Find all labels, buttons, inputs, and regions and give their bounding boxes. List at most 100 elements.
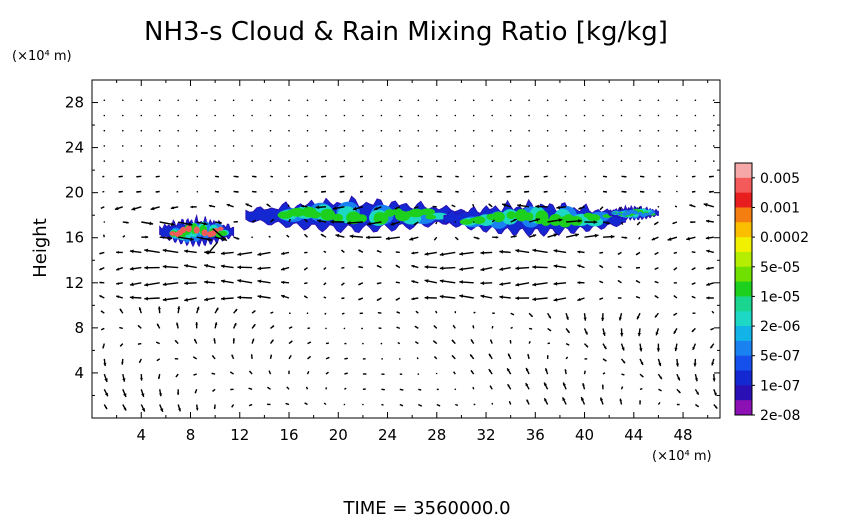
wind-vector [232,338,235,344]
wind-vector [515,282,530,287]
wind-vector [116,282,123,285]
wind-vector [506,190,511,193]
wind-vector [439,294,456,299]
wind-vector-dot [158,114,161,117]
wind-vector [507,353,512,360]
wind-vector [583,313,587,321]
wind-vector-dot [472,129,475,132]
wind-vector [207,241,219,255]
cloud-cell [643,212,649,216]
wind-vector [214,322,218,329]
x-tick-label: 12 [230,426,249,444]
wind-vector-dot [694,99,697,102]
x-tick-label: 40 [575,426,594,444]
wind-vector-dot [232,160,235,162]
wind-vector-dot [195,129,198,132]
wind-vector [251,323,256,329]
x-tick-label: 24 [378,426,397,444]
wind-vector [675,358,680,367]
wind-vector [99,281,105,284]
wind-vector [547,233,558,238]
wind-vector [352,206,364,211]
colorbar-swatch [735,385,752,401]
wind-vector [436,388,439,391]
wind-vector [424,295,437,300]
wind-vector-dot [620,114,623,117]
colorbar: 0.005 0.001 0.0002 5e-05 1e-05 2e-06 5e-07 1e-0… [734,162,809,424]
wind-vector [397,341,401,345]
wind-vector [639,373,644,378]
wind-vector [229,371,234,375]
wind-vector [257,279,271,284]
wind-vector [193,338,198,344]
wind-vector [692,343,697,351]
wind-vector [102,190,105,193]
wind-vector [451,339,456,345]
wind-vector [532,282,548,287]
colorbar-label: 2e-08 [760,408,800,424]
wind-vector [599,251,604,254]
wind-vector [473,236,480,240]
wind-vector [395,251,400,254]
wind-vector [411,264,419,269]
cloud-cell [180,226,187,233]
wind-vector [553,264,567,269]
wind-vector-dot [140,99,143,102]
wind-vector [136,190,142,193]
cloud-cell [523,212,534,221]
wind-vector-dot [362,403,364,406]
cloud-cell [392,208,403,216]
wind-vector [418,175,423,178]
wind-vector [399,175,403,178]
wind-vector [439,266,456,271]
wind-vector [713,389,717,396]
wind-vector [691,175,696,178]
wind-vector [115,266,124,271]
wind-vector [676,388,681,394]
wind-vector-dot [103,221,106,223]
x-tick-label: 36 [526,426,545,444]
wind-vector [488,368,493,375]
wind-vector [415,310,419,314]
wind-vector [636,312,641,320]
wind-vector-dot [195,160,198,162]
wind-vector [196,175,199,178]
wind-vector [288,340,293,345]
wind-vector-dot [103,99,106,102]
colorbar-swatch [735,355,752,372]
wind-vector [489,385,493,390]
wind-vector [248,387,253,390]
cloud-cell [460,220,470,224]
wind-vector [638,236,641,240]
wind-vector [399,403,404,407]
wind-vector [116,295,123,299]
wind-vector [515,248,530,254]
wind-vector [399,388,404,391]
wind-vector [601,384,604,390]
wind-vector [323,296,327,299]
wind-vector [306,371,310,375]
wind-vector [122,221,129,224]
wind-vector [395,297,401,301]
wind-vector [195,404,199,411]
wind-vector-dot [380,99,383,102]
wind-vector [637,328,641,337]
wind-vector-dot [140,160,143,162]
wind-vector-dot [676,175,678,178]
wind-vector-dot [195,114,198,117]
wind-vector [367,221,382,226]
wind-vector [459,294,474,299]
wind-vector [617,251,622,256]
cloud-cell [169,231,176,236]
wind-vector [267,386,271,390]
wind-vector-dot [546,160,549,162]
y-tick-label: 20 [65,184,84,202]
wind-vector [266,203,271,208]
wind-vector [118,175,123,178]
wind-vector [162,282,179,287]
wind-vector-dot [602,129,604,132]
wind-vector [358,266,364,269]
wind-vector [196,190,199,193]
wind-vector [324,312,327,315]
wind-vector-dot [528,145,530,147]
